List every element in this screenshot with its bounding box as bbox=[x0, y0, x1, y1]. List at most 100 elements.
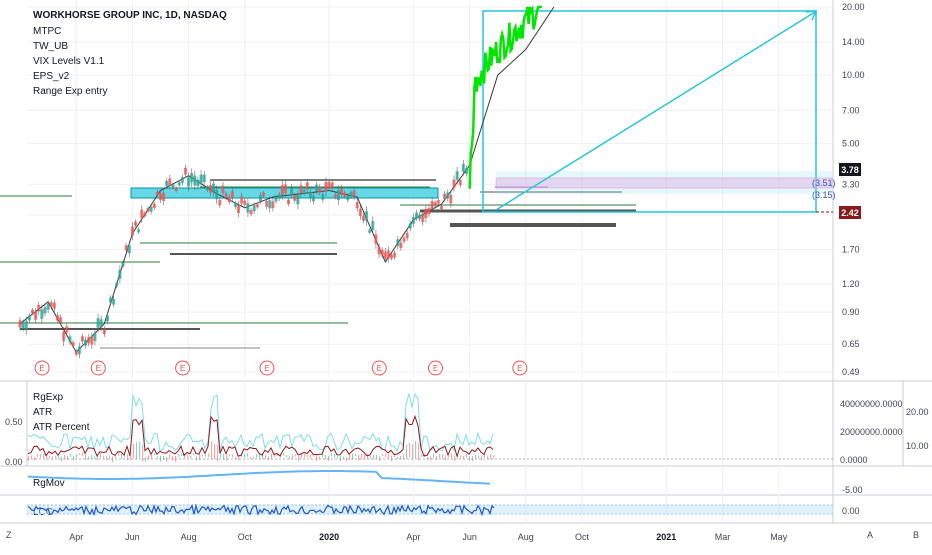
candle-body bbox=[90, 336, 94, 345]
candle-body bbox=[411, 217, 415, 224]
candle-body bbox=[402, 237, 406, 242]
price-candles bbox=[18, 159, 468, 359]
price-tick-label: 20.00 bbox=[842, 2, 865, 12]
volume-bar bbox=[301, 453, 303, 459]
volume-bar bbox=[460, 455, 462, 459]
candle-body bbox=[59, 317, 63, 323]
candle-body bbox=[112, 299, 116, 305]
candle-body bbox=[324, 182, 328, 192]
candle-body bbox=[321, 194, 325, 200]
volume-bar bbox=[397, 456, 399, 459]
time-axis: Apr Jun Aug Oct 2020 Apr Jun Aug Oct 2021 Mar May bbox=[69, 532, 788, 542]
candle-body bbox=[127, 245, 131, 254]
candle-body bbox=[168, 178, 172, 186]
candle-body bbox=[96, 318, 100, 328]
candle-body bbox=[130, 226, 134, 236]
volume-bar bbox=[427, 456, 429, 460]
candle-body bbox=[393, 252, 397, 258]
volume-bar bbox=[85, 454, 87, 461]
corner-z[interactable]: Z bbox=[6, 530, 12, 540]
price-badge-lower: 2.42 bbox=[839, 206, 861, 219]
corner-b[interactable]: B bbox=[913, 530, 919, 540]
volume-bar bbox=[55, 455, 57, 459]
volume-bar bbox=[49, 455, 51, 459]
candle-body bbox=[190, 173, 194, 183]
volume-bar bbox=[322, 453, 324, 458]
range-box bbox=[482, 10, 817, 213]
time-tick-label: Oct bbox=[238, 532, 253, 542]
volume-bar bbox=[217, 444, 219, 462]
volume-bar bbox=[160, 455, 162, 462]
candle-body bbox=[361, 215, 365, 221]
candle-body bbox=[40, 309, 44, 319]
earnings-marker bbox=[34, 360, 50, 376]
svg-text:0.00: 0.00 bbox=[842, 506, 860, 516]
volume-bar bbox=[100, 453, 102, 458]
candle-body bbox=[415, 212, 419, 219]
volume-bar bbox=[235, 456, 237, 460]
volume-bar bbox=[193, 453, 195, 456]
earnings-marker-label: E bbox=[264, 364, 269, 373]
volume-bar bbox=[166, 456, 168, 462]
earnings-marker-label: E bbox=[180, 364, 185, 373]
volume-bar bbox=[208, 453, 210, 458]
volume-bar bbox=[481, 455, 483, 461]
volume-bar bbox=[112, 456, 114, 463]
time-tick-label: Mar bbox=[715, 532, 731, 542]
volume-bar bbox=[202, 454, 204, 457]
volume-bar bbox=[373, 454, 375, 460]
volume-bar bbox=[394, 453, 396, 458]
volume-bar bbox=[211, 441, 213, 459]
indicator-label: TW_UB bbox=[33, 41, 68, 52]
volume-bar bbox=[220, 453, 222, 458]
price-series bbox=[19, 6, 555, 353]
candle-body bbox=[180, 177, 184, 183]
volume-bar bbox=[370, 456, 372, 459]
candle-body bbox=[383, 251, 387, 259]
volume-bar bbox=[289, 456, 291, 460]
svg-text:-5.00: -5.00 bbox=[842, 485, 863, 495]
candle-body bbox=[227, 196, 231, 203]
corner-a[interactable]: A bbox=[867, 530, 873, 540]
candle-body bbox=[336, 190, 340, 201]
candle-body bbox=[212, 183, 216, 193]
candle-body bbox=[352, 190, 356, 198]
svg-text:0.00: 0.00 bbox=[5, 457, 23, 467]
volume-bar bbox=[61, 456, 63, 462]
volume-bar bbox=[238, 455, 240, 461]
volume-bar bbox=[475, 455, 477, 459]
candle-body bbox=[446, 192, 450, 199]
candle-body bbox=[368, 229, 372, 233]
candle-body bbox=[93, 332, 97, 342]
volume-bar bbox=[421, 454, 423, 457]
rally-series bbox=[468, 4, 542, 189]
candle-body bbox=[277, 194, 281, 199]
svg-text:LCC: LCC bbox=[33, 507, 53, 518]
candle-body bbox=[109, 297, 113, 303]
candle-body bbox=[55, 315, 59, 321]
volume-bar bbox=[106, 455, 108, 461]
candle-body bbox=[183, 167, 187, 175]
svg-text:ATR Percent: ATR Percent bbox=[33, 422, 90, 433]
volume-bar bbox=[139, 441, 141, 458]
candle-body bbox=[52, 302, 56, 309]
candle-body bbox=[452, 179, 456, 188]
candle-body bbox=[349, 192, 353, 197]
candle-body bbox=[290, 187, 294, 195]
earnings-marker bbox=[371, 360, 387, 376]
volume-bar bbox=[157, 456, 159, 459]
candle-body bbox=[199, 174, 203, 185]
volume-bar bbox=[295, 454, 297, 457]
volume-bar bbox=[43, 453, 45, 459]
svg-text:RgMov: RgMov bbox=[33, 478, 65, 489]
time-tick-label: Jun bbox=[462, 532, 477, 542]
candle-body bbox=[430, 201, 434, 209]
candle-body bbox=[433, 202, 437, 206]
volume-bar bbox=[325, 454, 327, 460]
candle-body bbox=[449, 194, 453, 204]
volume-bar bbox=[58, 456, 60, 459]
volume-bar bbox=[409, 442, 411, 458]
panel-separators bbox=[0, 0, 932, 524]
